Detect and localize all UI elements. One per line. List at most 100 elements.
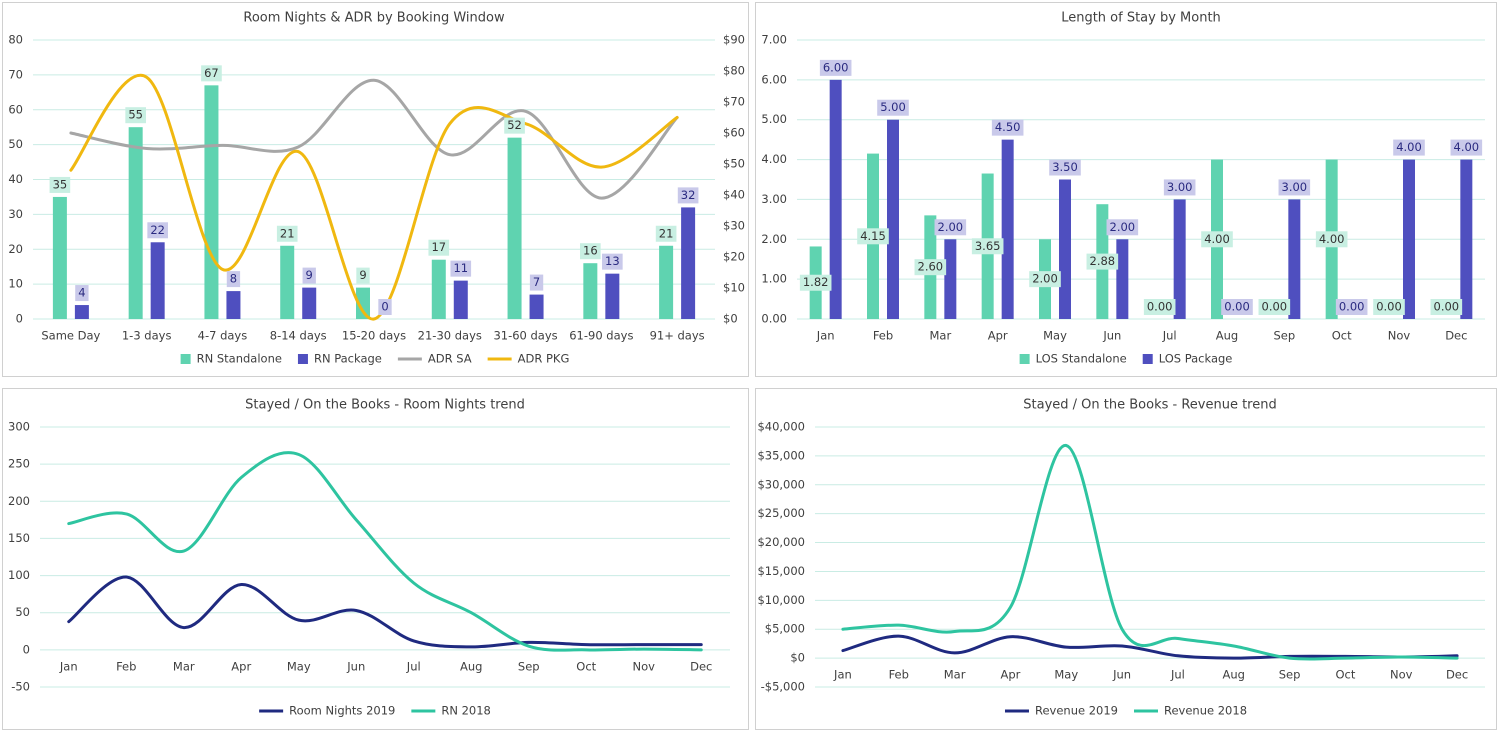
data-label-bg: [1221, 299, 1253, 315]
data-label: 2.00: [938, 220, 964, 234]
x-tick-label: 8-14 days: [270, 329, 327, 343]
data-label-bg: [677, 187, 699, 204]
bar: [1403, 159, 1415, 319]
data-label-bg: [934, 219, 967, 236]
data-label-bg: [1335, 299, 1368, 315]
data-label: 0.00: [1376, 300, 1402, 314]
data-label-bg: [1450, 139, 1483, 156]
data-label: 7: [533, 275, 540, 289]
data-label-bg: [49, 176, 71, 193]
y2-tick-label: $10: [723, 281, 745, 295]
x-tick-label: 15-20 days: [342, 329, 406, 343]
data-label: 0.00: [1147, 300, 1173, 314]
y2-tick-label: $60: [723, 126, 745, 140]
data-label: 55: [128, 108, 143, 122]
data-label: 1.82: [803, 275, 829, 289]
data-label: 2.00: [1032, 272, 1058, 286]
bar: [829, 79, 842, 319]
data-label: 4: [78, 286, 85, 300]
data-label-bg: [1258, 299, 1291, 315]
x-tick-label: Nov: [1388, 329, 1411, 343]
panel: [755, 388, 1497, 730]
x-tick-label: Jan: [833, 668, 852, 682]
data-label: 0.00: [1262, 300, 1288, 314]
x-tick-label: Feb: [116, 659, 136, 673]
bar: [1288, 199, 1301, 319]
x-tick-label: 21-30 days: [418, 329, 482, 343]
y-tick-label: -50: [11, 680, 30, 694]
line: [67, 451, 703, 652]
data-label-bg: [378, 299, 392, 315]
legend-swatch: [297, 354, 308, 364]
y-tick-label: 70: [8, 67, 23, 81]
y-tick-label: $40,000: [757, 420, 805, 434]
x-tick-label: Jul: [406, 659, 421, 673]
y-tick-label: 4.00: [761, 152, 787, 166]
data-label: 8: [230, 272, 237, 286]
legend-label: ADR SA: [428, 352, 472, 366]
y-tick-label: $35,000: [757, 448, 805, 462]
x-tick-label: Aug: [1223, 668, 1245, 682]
panel: [2, 388, 749, 730]
chart-title: Stayed / On the Books - Room Nights tren…: [245, 398, 525, 413]
bar: [605, 273, 620, 319]
y-tick-label: $10,000: [757, 593, 805, 607]
y-tick-label: 250: [8, 457, 30, 471]
y-tick-label: 50: [8, 137, 23, 151]
y-tick-label: 3.00: [761, 192, 787, 206]
data-label-bg: [1201, 231, 1233, 248]
y-tick-label: 0: [23, 642, 30, 656]
y-tick-label: 300: [8, 420, 30, 434]
data-label: 13: [605, 254, 620, 268]
line: [841, 444, 1459, 661]
y2-tick-label: $50: [723, 157, 745, 171]
y-tick-label: 2.00: [761, 232, 787, 246]
data-label-bg: [1315, 231, 1348, 248]
data-label: 22: [150, 223, 165, 237]
data-label: 3.50: [1052, 160, 1078, 174]
data-label-bg: [125, 107, 146, 124]
data-label-bg: [914, 259, 947, 276]
data-label-bg: [857, 228, 889, 245]
data-label-bg: [428, 239, 450, 256]
bar: [1059, 179, 1071, 319]
y-tick-label: 20: [8, 242, 23, 256]
legend-swatch: [1142, 354, 1153, 364]
data-label: 2.88: [1090, 254, 1116, 268]
y-tick-label: 30: [8, 207, 23, 221]
bar: [74, 305, 89, 319]
data-label: 4.00: [1454, 140, 1480, 154]
data-label: 21: [280, 226, 295, 240]
data-label-bg: [276, 225, 298, 242]
x-tick-label: Dec: [1446, 668, 1468, 682]
data-label-bg: [1373, 299, 1405, 315]
data-label-bg: [1143, 299, 1176, 315]
legend-label: LOS Standalone: [1036, 352, 1127, 366]
bar: [944, 239, 957, 319]
bar: [226, 291, 241, 319]
bar: [150, 242, 165, 319]
y-tick-label: 5.00: [761, 112, 787, 126]
data-label-bg: [1106, 219, 1139, 236]
y-tick-label: 1.00: [761, 272, 787, 286]
x-tick-label: Oct: [1332, 329, 1352, 343]
y-tick-label: 40: [8, 172, 23, 186]
bar: [1116, 239, 1129, 319]
data-label-bg: [877, 99, 909, 116]
data-label: 9: [359, 268, 366, 282]
panel: [2, 2, 749, 377]
data-label: 6.00: [823, 60, 849, 74]
x-tick-label: Mar: [173, 659, 195, 673]
x-tick-label: Apr: [231, 659, 251, 673]
x-tick-label: Dec: [1445, 329, 1467, 343]
x-tick-label: 31-60 days: [493, 329, 557, 343]
legend-label: Revenue 2019: [1035, 704, 1118, 718]
chart-title: Length of Stay by Month: [1061, 11, 1221, 26]
data-label: 4.15: [860, 229, 886, 243]
legend-label: ADR PKG: [518, 352, 570, 366]
x-tick-label: Mar: [944, 668, 966, 682]
y2-tick-label: $40: [723, 188, 745, 202]
y-tick-label: $30,000: [757, 477, 805, 491]
y-tick-label: $5,000: [765, 622, 805, 636]
x-tick-label: Jun: [346, 659, 365, 673]
